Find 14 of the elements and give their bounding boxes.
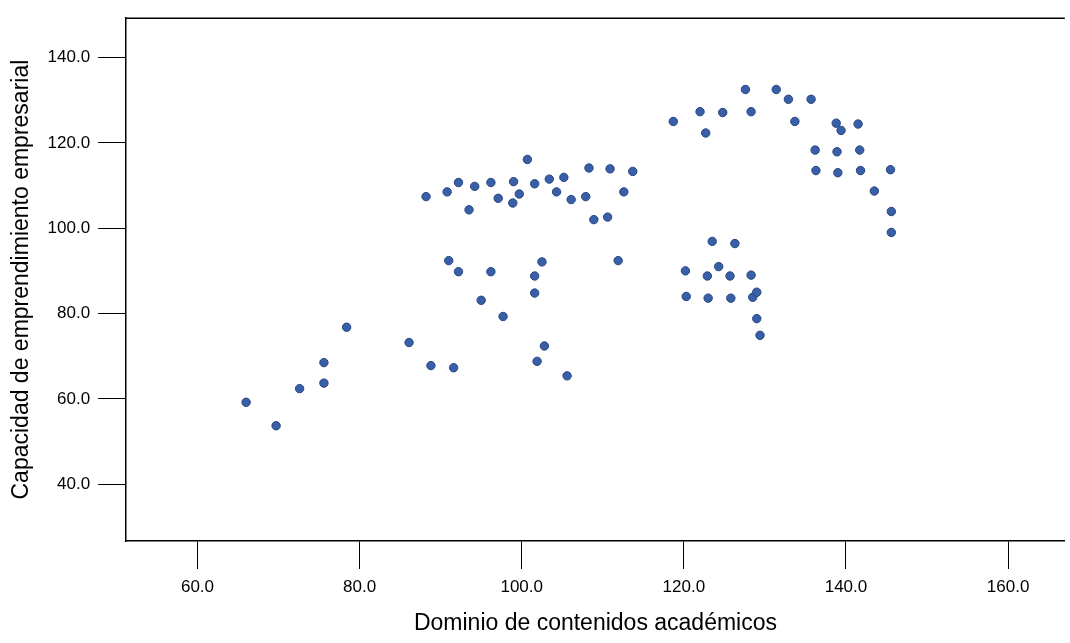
x-tick-label: 160.0 [986,576,1030,596]
y-tick-label: 100.0 [47,217,91,237]
x-tick-label: 60.0 [180,576,215,596]
x-tick-label: 100.0 [500,576,543,596]
x-axis-title: Dominio de contenidos académicos [413,608,778,635]
y-tick-label: 120.0 [47,132,91,152]
y-tick-label: 40.0 [57,473,91,493]
x-tick-label: 120.0 [662,576,706,596]
x-tick-label: 140.0 [824,576,868,596]
y-axis-title: Capacidad de emprendimiento empresarial [7,59,34,500]
y-tick-label: 80.0 [57,303,91,323]
x-tick-label: 80.0 [343,576,377,596]
y-tick-label: 140.0 [47,47,91,67]
y-tick-label: 60.0 [57,388,91,408]
